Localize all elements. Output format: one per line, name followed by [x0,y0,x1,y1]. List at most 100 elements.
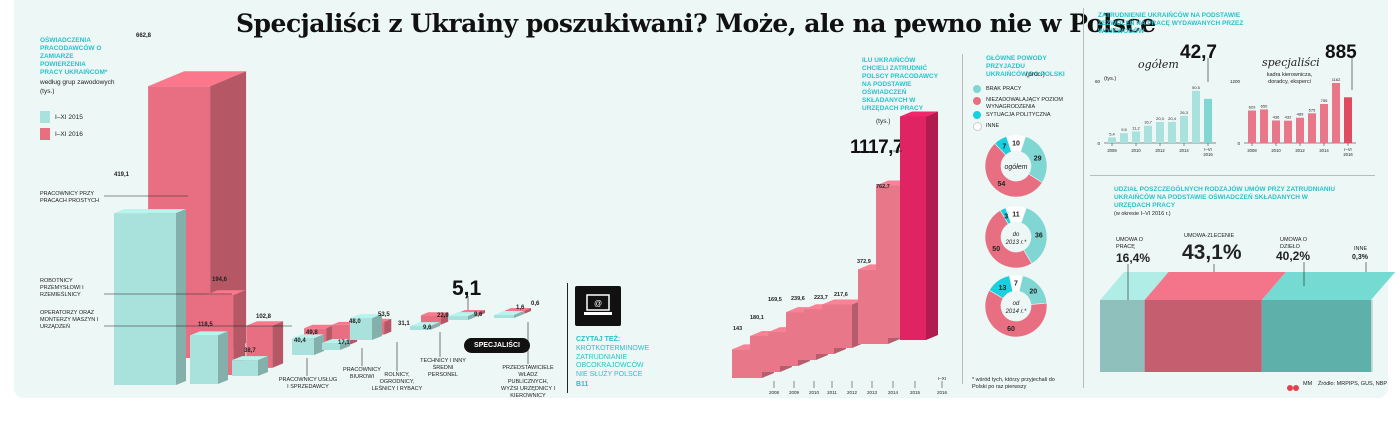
bar-2015-2 [232,356,268,376]
contract-name-1: UMOWA-ZLECENIE [1184,233,1235,239]
mid-chart-unit: (tys.) [876,118,891,125]
bar-2016-7-top [459,310,485,313]
bar-2015-4-side [340,338,350,350]
category-label-industrial: ROBOTNICY PRZEMYSŁOWI I RZEMIEŚLNICY [40,278,84,298]
bar-2015-2-front [232,360,258,376]
value-2015-3: 40,4 [294,338,306,344]
category-label-services: PRACOWNICY USŁUG I SPRZEDAWCY [278,377,338,390]
permits-heading: ZATRUDNIENIE UKRAIŃCÓW NA PODSTAWIE ZEZW… [1098,12,1244,35]
bar-2015-3 [292,334,324,355]
value-2016-6: 22,9 [437,313,449,319]
bar-2016-5-side [384,318,392,335]
bar-2015-5-top [350,314,382,319]
bar-2015-4-front [322,342,340,350]
category-label-operators: OPERATORZY ORAZ MONTERZY MASZYN I URZĄDZ… [40,310,99,330]
bar-2015-8-side [514,311,524,318]
bar-2016-7-side [479,310,485,316]
value-2016-8: 0,6 [531,301,540,307]
bar-2015-5-side [372,314,382,340]
contracts-period: (w okresie I–VI 2016 r.) [1114,211,1171,217]
specialists-callout-value: 5,1 [452,277,482,300]
bar-2015-7 [448,312,478,320]
read-more-divider [567,283,568,393]
bar-2015-7-front [448,316,468,320]
left-bar-chart: 662,8 194,6 102,8 49,8 48,0 31,1 22,9 0,6 419,1 1… [104,33,540,385]
bar-2015-4-top [322,338,350,343]
mid-chart-big-value: 1117,7 [850,137,904,158]
legend-swatch-2016 [40,128,50,140]
bar-2015-6-front [410,326,430,330]
bar-2015-0 [114,209,186,385]
permits-divider [1083,8,1084,388]
contract-value-1: 43,1% [1182,241,1242,264]
legend-dot-brak [973,85,981,93]
left-chart-heading: OŚWIADCZENIA PRACODAWCÓW O ZAMIARZE POWI… [40,37,108,76]
category-label-farmers: ROLNICY, OGRODNICY, LEŚNICY I RYBACY [371,372,423,392]
bar-2015-6 [410,322,440,330]
contracts-heading: UDZIAŁ POSZCZEGÓLNYCH RODZAJÓW UMÓW PRZY… [1114,186,1336,209]
permits-left-big: 42,7 [1180,42,1217,63]
bar-2015-0-side [176,209,186,385]
legend-swatch-2015 [40,111,50,123]
bar-2015-3-top [292,334,324,339]
permits-left-label: ogółem [1138,58,1179,71]
value-2016-5: 31,1 [398,321,410,327]
bar-2015-7-side [468,312,478,320]
bar-2015-1-top [190,331,228,336]
value-2016-4: 48,0 [349,319,361,325]
bar-2016-1-side [233,290,246,375]
legend-label-niezad: NIEZADOWALAJĄCY POZIOM WYNAGRODZENIA [986,97,1064,110]
publisher-logo [1287,379,1299,391]
contract-name-2: UMOWA O DZIEŁO [1280,237,1307,250]
value-2015-8: 1,6 [516,305,525,311]
bar-2015-3-front [292,338,314,355]
bar-2015-1-front [190,335,218,384]
contract-name-3: INNE [1354,246,1368,252]
value-2015-2: 38,7 [244,348,256,354]
category-label-simple: PRACOWNICY PRZY PRACACH PROSTYCH [40,191,99,204]
contract-value-2: 40,2% [1276,249,1311,263]
legend-dot-inne [973,122,982,131]
bar-2015-0-top [114,209,186,214]
bar-2015-3-side [314,334,324,355]
bar-2016-0-top [148,71,247,87]
bar-2015-6-side [430,322,440,330]
permits-right-sub: kadra kierownicza, doradcy, eksperci [1266,72,1313,85]
legend-label-2016: I–XI 2016 [55,131,83,138]
value-2016-3: 49,8 [306,330,318,336]
bar-2016-2-side [272,321,284,368]
mid-chart-heading: ILU UKRAIŃCÓW CHCIELI ZATRUDNIĆ POLSCY P… [862,57,938,112]
legend-label-inne: INNE [986,123,1000,129]
legend-label-polit: SYTUACJA POLITYCZNA [986,112,1051,118]
legend-label-2015: I–XI 2015 [55,114,83,121]
contract-value-3: 0,3% [1352,254,1368,261]
value-2015-4: 17,1 [338,340,350,346]
value-2016-2: 102,8 [256,314,272,320]
author-initials: MM [1303,381,1313,387]
value-2015-5: 53,5 [378,312,390,318]
bar-2015-0-front [114,213,176,385]
value-2016-1: 194,6 [212,277,228,283]
specialists-badge: SPECJALIŚCI [464,338,530,353]
bar-2015-2-top [232,356,268,361]
value-2015-6: 9,6 [423,325,432,331]
contract-name-0: UMOWA O PRACĘ [1116,237,1143,250]
left-chart-unit: (tys.) [40,88,55,95]
permits-right-big: 885 [1325,42,1357,63]
svg-text:@: @ [594,299,602,308]
bar-2015-4 [322,338,350,350]
reasons-footnote: * wśród tych, którzy przyjechali do Pols… [972,377,1055,390]
bar-2016-6-front [421,315,441,325]
bar-2016-6 [421,312,449,325]
bar-2016-0-side [210,71,247,358]
legend-label-brak: BRAK PRACY [986,86,1022,92]
permits-unit: (tys.) [1104,76,1117,82]
bar-2015-8 [494,311,524,318]
bar-2015-8-front [494,315,514,318]
read-more-link[interactable]: KRÓTKOTERMINOWE ZATRUDNIANIE OBCOKRAJOWC… [576,345,650,378]
contract-value-0: 16,4% [1116,251,1151,265]
read-more-label: CZYTAJ TEŻ: [576,336,621,343]
bar-2015-1 [190,331,228,384]
value-2015-0: 419,1 [114,172,130,178]
reasons-unit: (proc.) [1026,71,1045,78]
